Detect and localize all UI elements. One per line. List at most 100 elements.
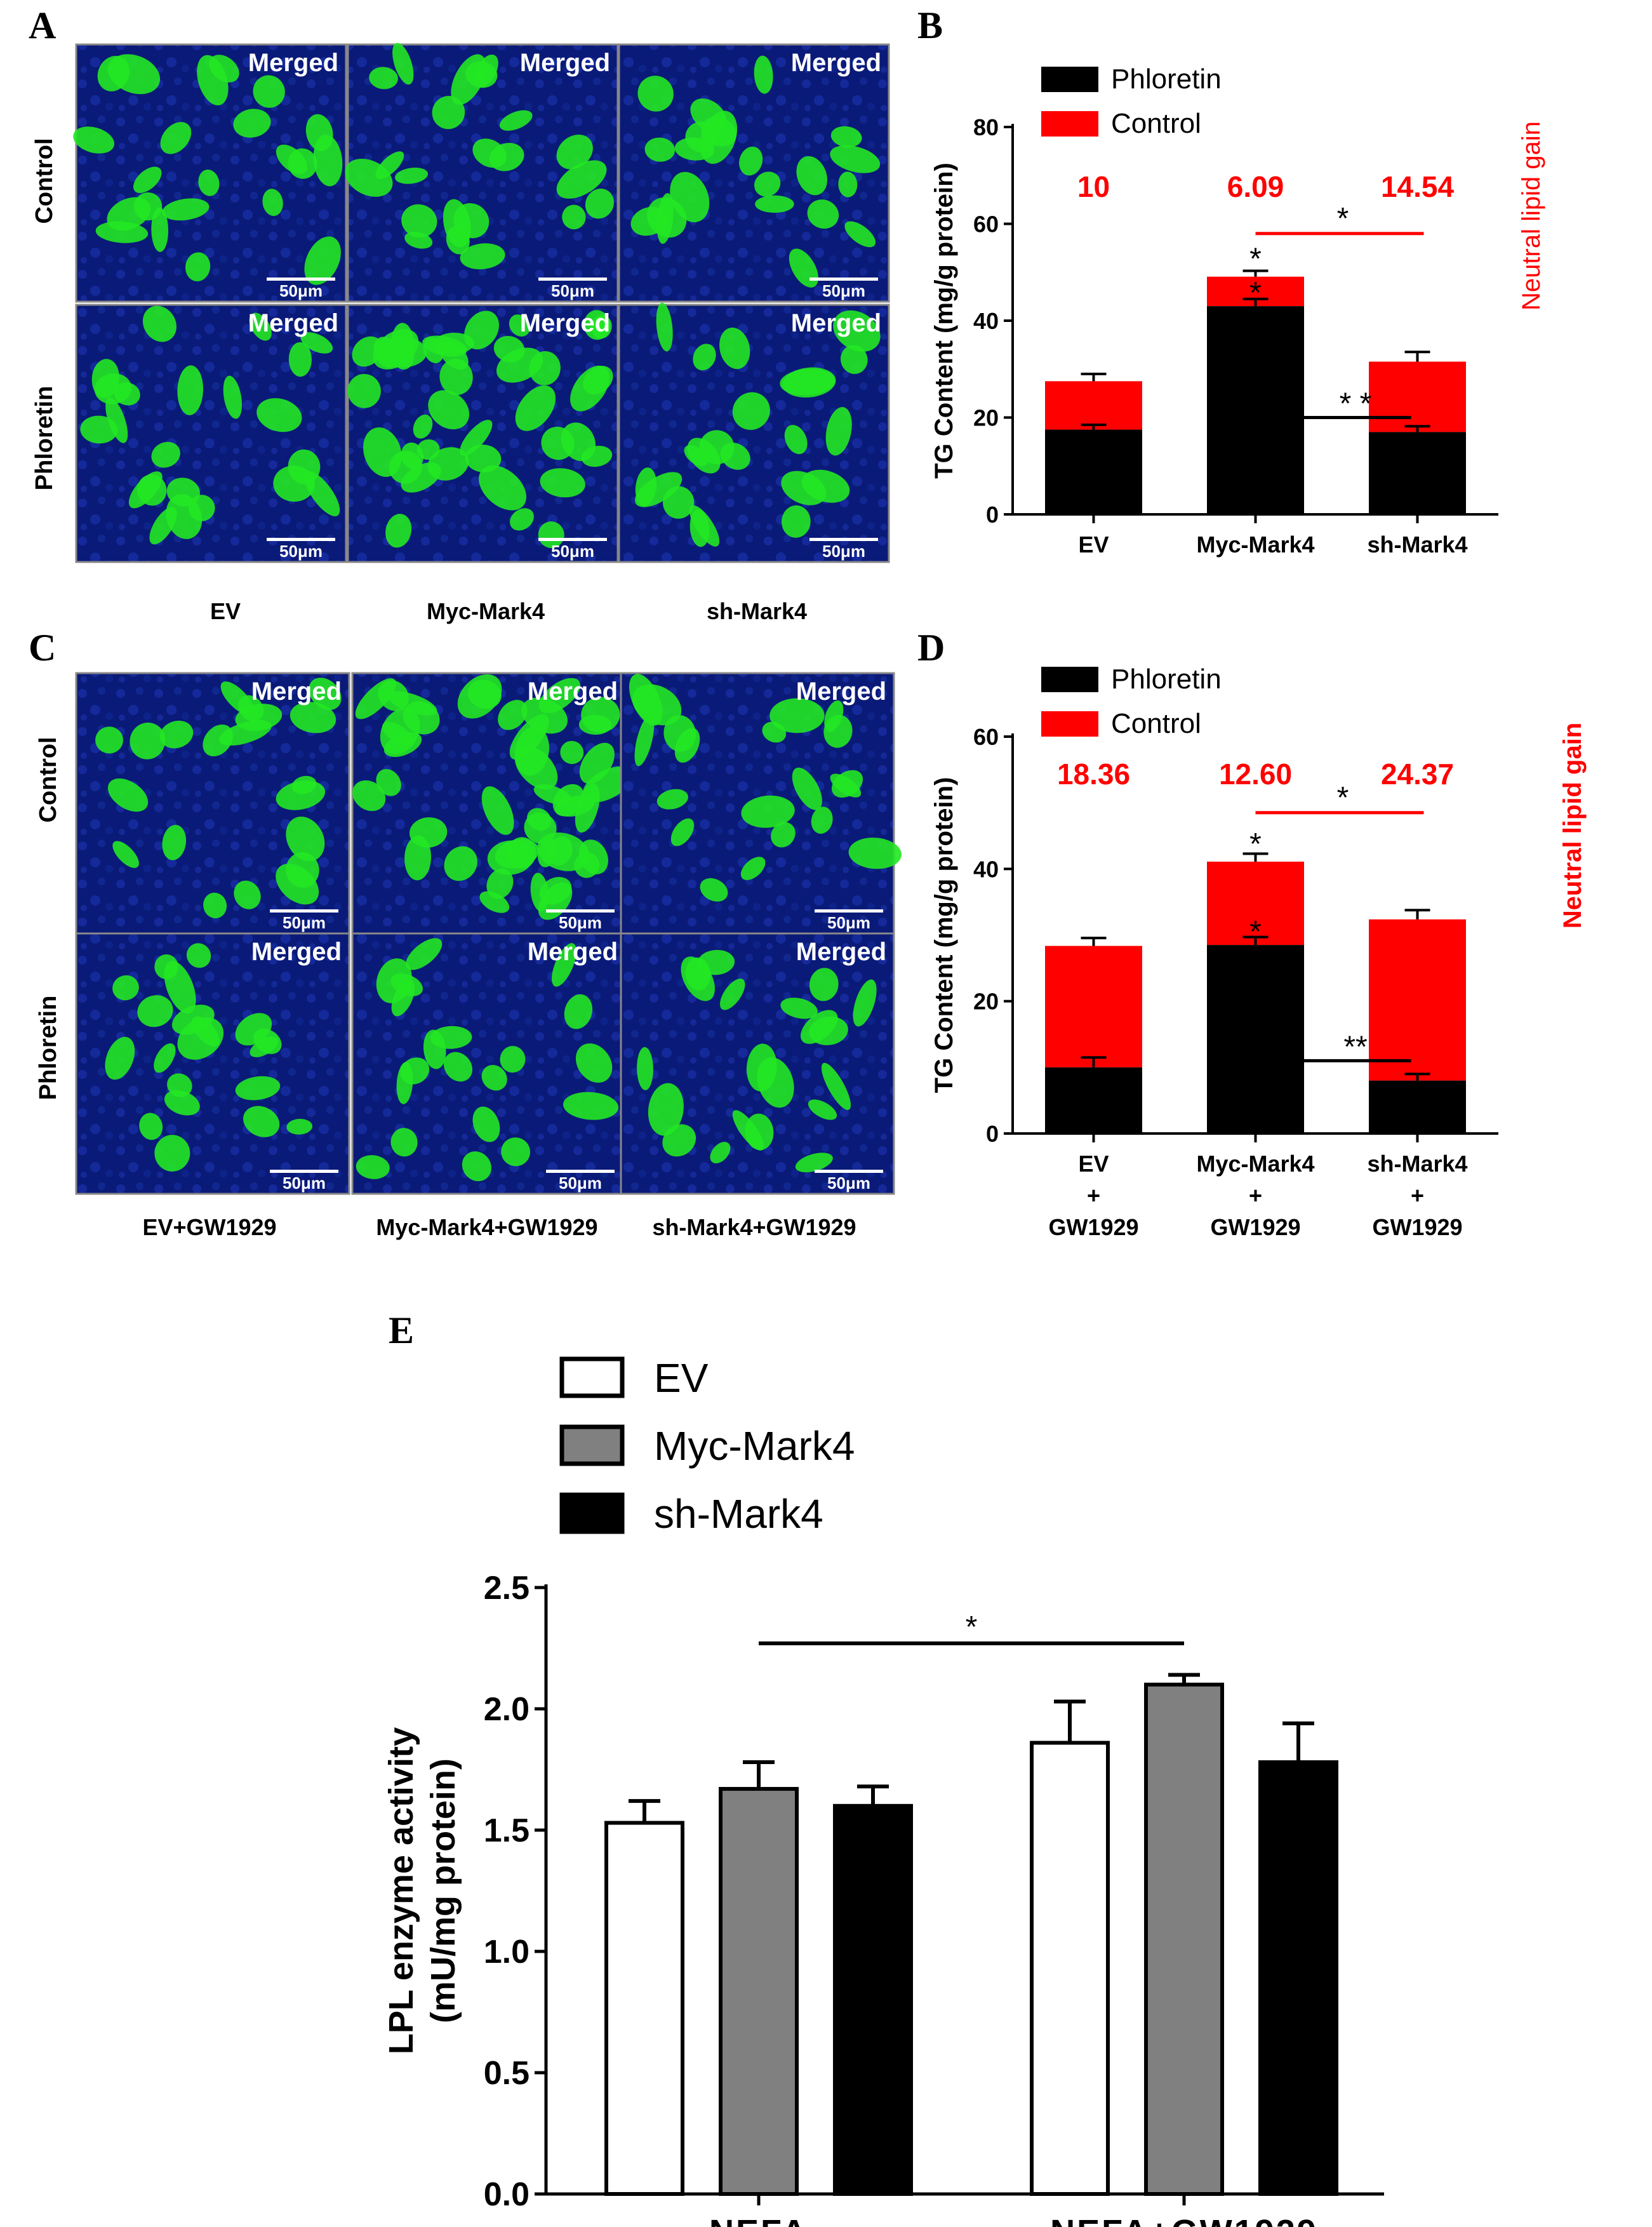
legend-swatch-control xyxy=(1041,111,1098,137)
lipid-droplet xyxy=(185,252,211,282)
lipid-droplet xyxy=(395,167,429,184)
lipid-droplet xyxy=(479,465,526,511)
lipid-droplet xyxy=(800,1010,838,1044)
lipid-droplet xyxy=(164,1090,200,1116)
scale-bar-label: 50μm xyxy=(279,281,323,300)
y-tick-label: 60 xyxy=(973,211,999,237)
panel-letter-c: C xyxy=(29,627,56,669)
lipid-droplet xyxy=(352,780,386,812)
y-tick-label: 0 xyxy=(986,1121,999,1147)
lipid-droplet xyxy=(700,878,728,902)
lipid-droplet xyxy=(198,170,220,196)
lipid-droplet xyxy=(223,375,243,419)
tile-title: Merged xyxy=(791,49,881,77)
neutral-lipid-gain-value: 6.09 xyxy=(1227,170,1284,203)
panel-letter-e: E xyxy=(389,1309,414,1351)
lipid-droplet xyxy=(681,956,715,1001)
bar-phloretin xyxy=(1045,429,1142,514)
lipid-droplet xyxy=(527,808,552,831)
scale-bar xyxy=(815,1170,883,1173)
scale-bar xyxy=(270,1170,338,1173)
tile-title: Merged xyxy=(791,309,881,337)
lipid-droplet xyxy=(830,126,862,148)
lipid-droplet xyxy=(833,310,881,352)
lipid-droplet xyxy=(154,1135,190,1172)
lipid-droplet xyxy=(91,359,119,398)
lipid-droplet xyxy=(515,385,556,431)
tile-title: Merged xyxy=(251,938,342,966)
y-tick-label: 20 xyxy=(973,989,999,1015)
bar-phloretin xyxy=(1045,1067,1142,1134)
scale-bar xyxy=(270,909,338,913)
legend-swatch-control xyxy=(1041,711,1098,737)
lipid-droplet xyxy=(670,818,695,846)
legend-swatch-ev xyxy=(559,1356,625,1398)
lipid-droplet xyxy=(413,414,433,439)
lipid-droplet xyxy=(632,684,682,726)
lipid-droplet xyxy=(495,839,539,869)
legend-label-ev: EV xyxy=(654,1355,709,1401)
x-tick-label: EV xyxy=(1078,532,1109,558)
lipid-droplet xyxy=(509,314,530,337)
scale-bar-label: 50μm xyxy=(279,542,323,561)
lipid-droplet xyxy=(840,345,868,374)
lipid-droplet xyxy=(807,199,839,229)
lipid-droplet xyxy=(538,521,564,549)
lipid-droplet xyxy=(539,876,572,905)
lipid-droplet xyxy=(162,824,187,860)
lipid-droplet xyxy=(375,151,404,179)
significance-stars: * * xyxy=(1340,387,1372,421)
lipid-droplet xyxy=(498,700,528,730)
lipid-droplet xyxy=(578,839,608,874)
lipid-droplet xyxy=(107,778,149,812)
lipid-droplet xyxy=(853,979,877,1027)
lipid-droplet xyxy=(139,1113,163,1140)
lipid-droplet xyxy=(218,720,272,746)
lipid-droplet xyxy=(634,714,655,766)
micrograph-grid-a: Merged 50μm Merged 50μm Merged 50μm Merged 50μm… xyxy=(73,43,890,563)
lipid-droplet xyxy=(648,1083,684,1136)
panel-letter-a: A xyxy=(29,4,56,46)
lipid-droplet xyxy=(164,961,196,1014)
lipid-droplet xyxy=(496,347,543,383)
scale-bar xyxy=(267,538,335,541)
lipid-droplet xyxy=(276,864,319,905)
lipid-droplet xyxy=(575,1043,613,1083)
scale-bar xyxy=(546,1170,615,1173)
neutral-lipid-gain-value: 18.36 xyxy=(1057,758,1130,791)
neutral-lipid-gain-value: 12.60 xyxy=(1219,758,1292,791)
lipid-droplet xyxy=(540,468,585,498)
lipid-droplet xyxy=(771,822,796,848)
lipid-droplet xyxy=(423,337,444,363)
bar-ev xyxy=(1030,1741,1110,2196)
scale-bar xyxy=(809,538,878,541)
lipid-droplet xyxy=(740,857,766,880)
lipid-droplet xyxy=(290,702,336,733)
lipid-droplet xyxy=(825,406,852,456)
row-label-control-c: Control xyxy=(35,737,62,822)
scale-bar-label: 50μm xyxy=(551,542,594,561)
tile-title: Merged xyxy=(251,678,342,706)
lipid-droplet xyxy=(481,786,514,835)
lipid-droplet xyxy=(403,701,440,735)
lipid-droplet xyxy=(177,365,204,415)
y-tick-label: 0 xyxy=(986,502,999,528)
lipid-droplet xyxy=(162,198,210,221)
lipid-droplet xyxy=(460,243,505,270)
lipid-droplet xyxy=(844,221,876,248)
lipid-droplet xyxy=(637,76,674,112)
bar-phloretin xyxy=(1207,945,1304,1134)
lipid-droplet xyxy=(112,841,139,868)
lipid-droplet xyxy=(300,332,333,354)
lipid-droplet xyxy=(233,109,271,138)
lipid-droplet xyxy=(719,327,750,370)
lipid-droplet xyxy=(166,478,200,507)
column-label-myc-mark4-gw1929: Myc-Mark4+GW1929 xyxy=(376,1214,597,1240)
lipid-droplet xyxy=(209,55,239,83)
bar-sh-mark4 xyxy=(1258,1760,1338,2197)
lipid-droplet xyxy=(105,398,128,443)
lipid-droplet xyxy=(784,425,808,455)
scale-bar-label: 50μm xyxy=(283,913,326,932)
scale-bar xyxy=(546,909,615,913)
bar-phloretin xyxy=(1207,306,1304,514)
